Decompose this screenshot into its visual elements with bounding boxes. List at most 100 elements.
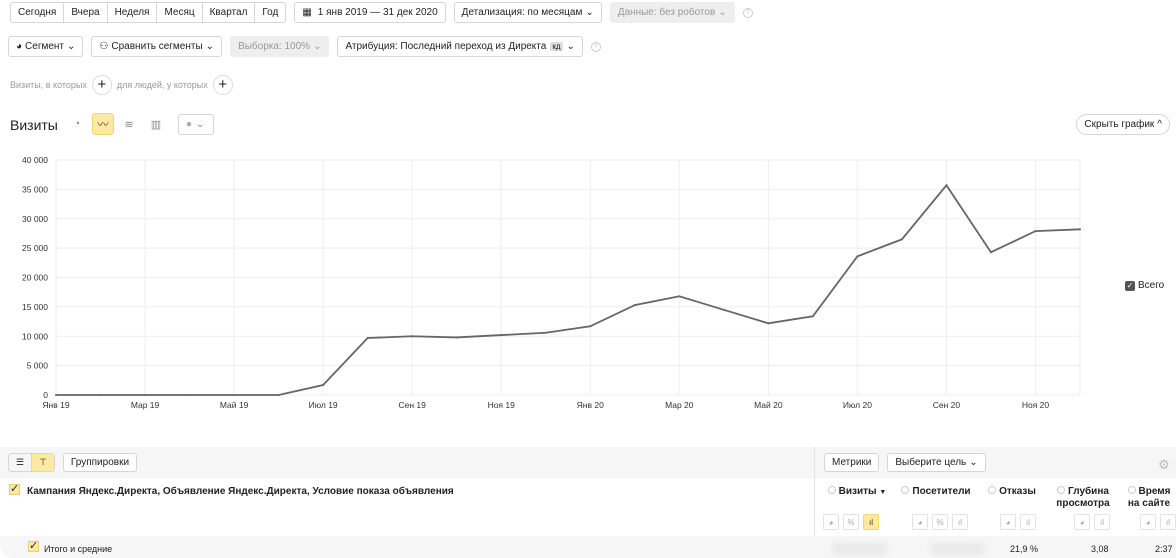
view-toggle: ☰ ⊤	[8, 453, 55, 472]
segment-dropdown[interactable]: ◕ Сегмент ⌄	[8, 36, 84, 57]
data-point	[500, 334, 503, 337]
attribution-badge: кд	[550, 42, 563, 51]
x-tick-label: Сен 20	[933, 400, 961, 410]
line-chart-type-icon[interactable]: 〰	[92, 113, 114, 135]
data-point	[856, 255, 859, 258]
attribution-dropdown[interactable]: Атрибуция: Последний переход из Директа к…	[337, 36, 583, 57]
data-point	[144, 394, 147, 396]
help-icon[interactable]: ?	[742, 7, 753, 18]
pie-icon[interactable]: ◕	[1074, 514, 1090, 530]
pie-icon[interactable]: ◕	[1140, 514, 1156, 530]
chevron-down-icon: ⌄	[969, 457, 978, 468]
goal-dropdown[interactable]: Выберите цель ⌄	[887, 453, 986, 472]
data-point	[455, 336, 458, 339]
list-view-icon[interactable]: ☰	[9, 454, 33, 471]
help-icon[interactable]	[1057, 486, 1066, 494]
y-tick-label: 20 000	[22, 273, 48, 283]
y-tick-label: 5 000	[27, 361, 49, 371]
area-chart-type-icon[interactable]: ≋	[124, 118, 134, 131]
groupings-button[interactable]: Группировки	[62, 453, 138, 472]
table-toolbar	[0, 447, 1176, 479]
condition-row: Визиты, в которых + для людей, у которых…	[10, 75, 233, 95]
data-point	[722, 308, 725, 311]
y-tick-label: 30 000	[22, 214, 48, 224]
y-tick-label: 40 000	[22, 155, 48, 165]
percent-icon[interactable]: %	[932, 514, 948, 530]
chart-options-dropdown[interactable]: ● ⌄	[178, 114, 214, 135]
people-where-label: для людей, у которых	[116, 80, 208, 90]
x-tick-label: Янв 19	[42, 400, 69, 410]
period-week[interactable]: Неделя	[108, 3, 158, 22]
chevron-down-icon: ⌄	[718, 7, 727, 18]
y-tick-label: 35 000	[22, 184, 48, 194]
bar-icon[interactable]: ıl	[863, 514, 879, 530]
help-icon[interactable]	[901, 486, 910, 494]
x-tick-label: Май 20	[754, 400, 783, 410]
period-today[interactable]: Сегодня	[11, 3, 65, 22]
bar-icon[interactable]: ıl	[1020, 514, 1036, 530]
data-point	[277, 394, 280, 396]
data-point	[811, 315, 814, 318]
pie-chart-type-icon[interactable]: ◔	[73, 118, 81, 130]
help-icon[interactable]: ?	[590, 41, 601, 52]
column-visitors[interactable]: Посетители	[896, 486, 976, 498]
data-point	[99, 394, 102, 396]
chevron-down-icon: ⌄	[313, 41, 322, 52]
column-depth[interactable]: Глубина просмотра	[1056, 486, 1110, 509]
help-icon[interactable]	[827, 486, 836, 494]
y-tick-label: 10 000	[22, 331, 48, 341]
column-time[interactable]: Время на сайте	[1127, 486, 1171, 509]
column-bounce[interactable]: Отказы	[982, 486, 1042, 498]
pie-icon[interactable]: ◕	[823, 514, 839, 530]
period-yesterday[interactable]: Вчера	[64, 3, 108, 22]
period-month[interactable]: Месяц	[157, 3, 203, 22]
pie-icon: ◕	[16, 41, 23, 52]
data-point	[589, 325, 592, 328]
totals-time: 2:37	[1155, 544, 1173, 554]
bar-icon[interactable]: ıl	[952, 514, 968, 530]
table-toolbar-left: ☰ ⊤ Группировки	[8, 453, 138, 472]
x-tick-label: Июл 19	[309, 400, 338, 410]
sample-dropdown[interactable]: Выборка: 100% ⌄	[230, 36, 330, 57]
chevron-down-icon: ⌄	[585, 7, 594, 18]
metrics-button[interactable]: Метрики	[824, 453, 880, 472]
totals-checkbox[interactable]: ✓	[28, 540, 39, 552]
bar-icon[interactable]: ıl	[1160, 514, 1176, 530]
chevron-down-icon: ⌄	[205, 41, 215, 52]
chevron-up-icon: ^	[1157, 119, 1162, 130]
period-quarter[interactable]: Квартал	[203, 3, 256, 22]
column-visits[interactable]: Визиты ▼	[822, 486, 892, 499]
hide-chart-button[interactable]: Скрыть график ^	[1076, 114, 1170, 135]
tree-view-icon[interactable]: ⊤	[32, 454, 54, 471]
x-tick-label: Мар 19	[131, 400, 160, 410]
x-tick-label: Май 19	[220, 400, 249, 410]
compare-segments-dropdown[interactable]: ⚇ Сравнить сегменты ⌄	[91, 36, 223, 57]
pie-icon[interactable]: ◕	[912, 514, 928, 530]
date-range-button[interactable]: ▦ 1 янв 2019 — 31 дек 2020	[294, 2, 446, 23]
detail-dropdown[interactable]: Детализация: по месяцам ⌄	[453, 2, 602, 23]
bar-icon[interactable]: ıl	[1094, 514, 1110, 530]
visits-line-chart: 0 5 000 10 000 15 000 20 000 25 000 30 000 35 0…	[22, 155, 1081, 410]
dimension-checkbox[interactable]: ✓	[9, 483, 20, 495]
period-selector: Сегодня Вчера Неделя Месяц Квартал Год	[10, 2, 287, 23]
data-point	[411, 335, 414, 338]
add-visit-condition-button[interactable]: +	[91, 75, 112, 95]
period-year[interactable]: Год	[262, 7, 279, 18]
gear-icon[interactable]: ⚙	[1158, 457, 1170, 472]
percent-icon[interactable]: %	[843, 514, 859, 530]
add-people-condition-button[interactable]: +	[212, 75, 233, 95]
pie-icon[interactable]: ◕	[1000, 514, 1016, 530]
legend-item-total[interactable]: ✓ Всего	[1125, 280, 1165, 291]
data-point	[945, 184, 948, 187]
data-point	[544, 331, 547, 334]
dot-icon: ●	[186, 119, 193, 130]
data-filter-dropdown[interactable]: Данные: без роботов ⌄	[609, 2, 735, 23]
y-tick-label: 15 000	[22, 302, 48, 312]
bar-chart-type-icon[interactable]: ▥	[150, 118, 162, 131]
calendar-icon: ▦	[302, 7, 312, 18]
dimension-header: Кампания Яндекс.Директа, Объявление Янде…	[27, 486, 454, 497]
data-point	[633, 304, 636, 307]
visits-where-label: Визиты, в которых	[10, 80, 87, 90]
help-icon[interactable]	[1127, 486, 1136, 494]
help-icon[interactable]	[988, 486, 997, 494]
